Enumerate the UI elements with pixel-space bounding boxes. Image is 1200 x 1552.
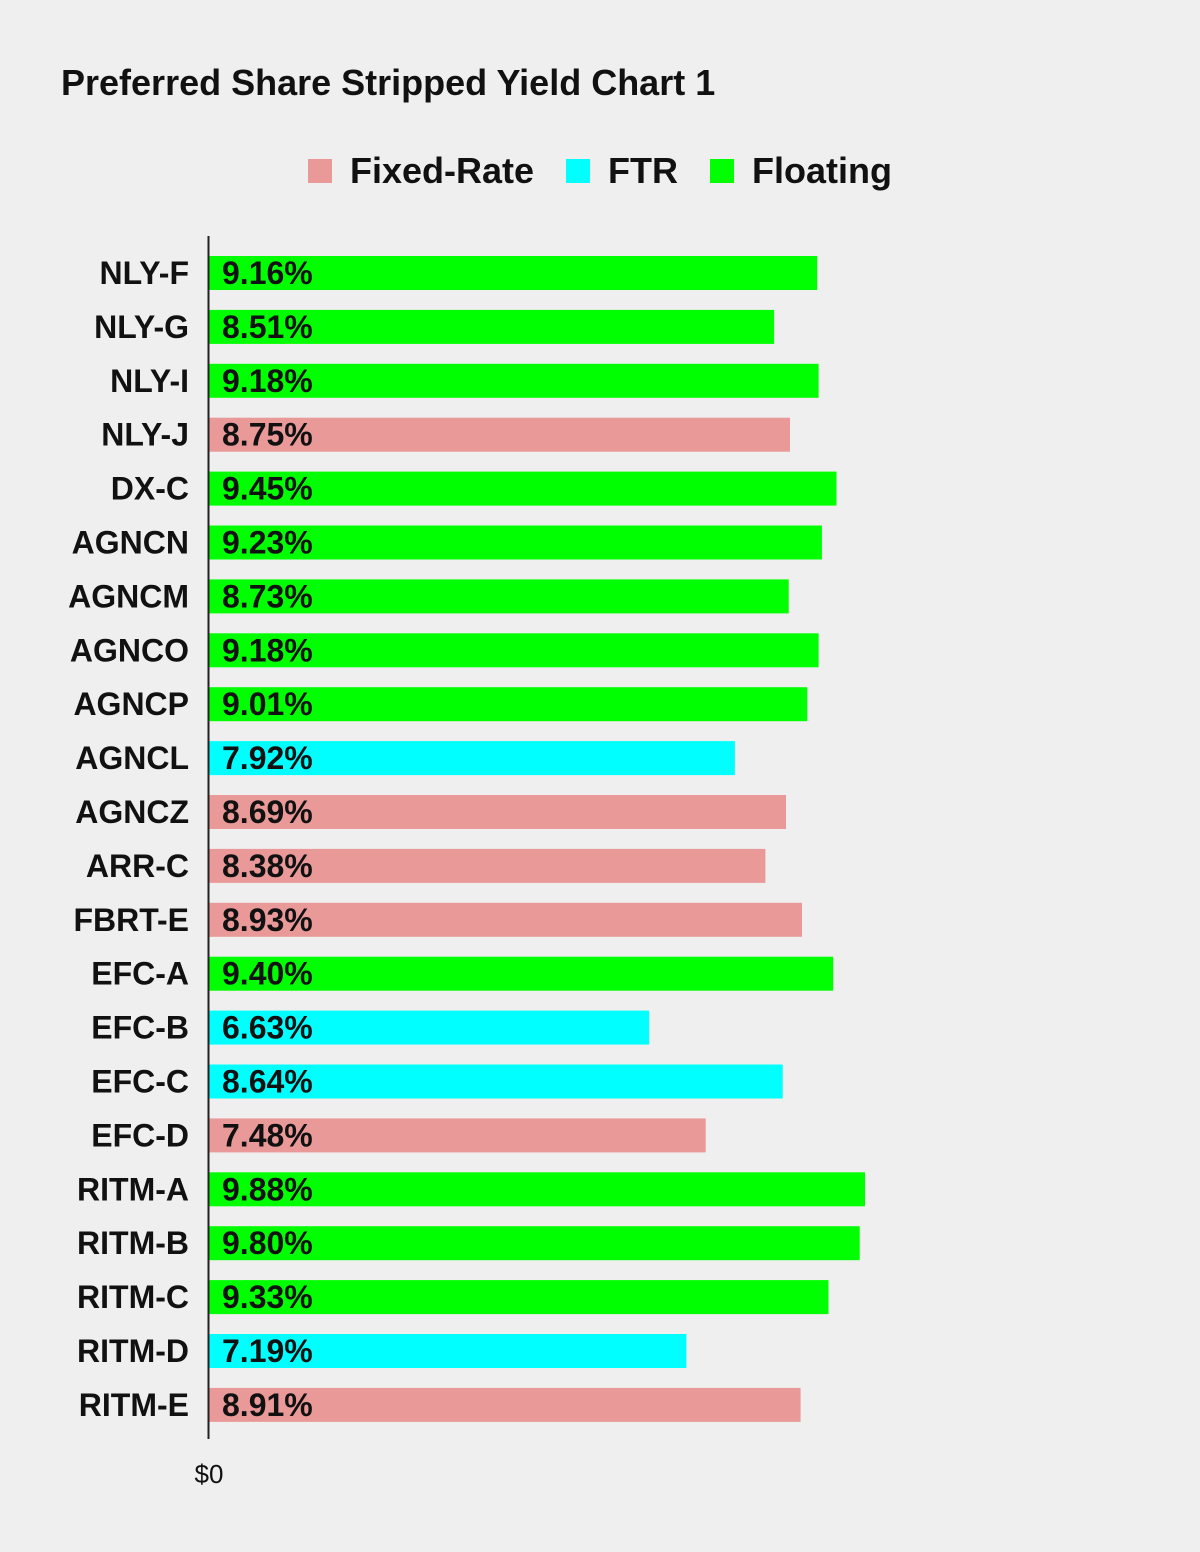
value-label-agnco: 9.18% [222,632,313,668]
category-label-arr-c: ARR-C [86,848,189,884]
value-label-ritm-c: 9.33% [222,1279,313,1315]
bar-agncm [209,579,789,614]
value-label-ritm-b: 9.80% [222,1225,313,1261]
value-label-efc-c: 8.64% [222,1064,313,1100]
value-label-efc-a: 9.40% [222,956,313,992]
legend-item-fixed-rate[interactable]: Fixed-Rate [307,150,535,192]
category-label-nly-i: NLY-I [110,363,189,399]
bar-efc-d [209,1118,706,1153]
value-label-ritm-e: 8.91% [222,1387,313,1423]
legend-swatch-ftr [566,159,591,183]
category-label-nly-j: NLY-J [101,417,189,453]
category-label-ritm-b: RITM-B [77,1225,189,1261]
bar-efc-a [209,956,834,991]
value-label-nly-g: 8.51% [222,309,313,345]
legend-item-floating[interactable]: Floating [710,150,892,192]
value-label-agncn: 9.23% [222,525,313,561]
bar-ritm-b [209,1226,860,1261]
bar-efc-c [209,1064,783,1099]
value-label-nly-f: 9.16% [222,255,313,291]
bar-agncp [209,687,808,722]
bar-ritm-c [209,1280,829,1315]
category-label-agncl: AGNCL [75,740,189,776]
category-label-agncp: AGNCP [73,686,189,722]
legend-swatch-fixed-rate [307,159,332,183]
legend-item-ftr[interactable]: FTR [566,150,678,192]
bar-nly-g [209,309,775,344]
category-label-efc-a: EFC-A [91,956,189,992]
category-label-ritm-c: RITM-C [77,1279,189,1315]
category-label-agnco: AGNCO [70,632,189,668]
category-label-ritm-e: RITM-E [79,1387,189,1423]
category-label-ritm-d: RITM-D [77,1333,189,1369]
value-label-agncl: 7.92% [222,740,313,776]
value-label-dx-c: 9.45% [222,471,313,507]
category-label-nly-f: NLY-F [100,255,190,291]
chart-legend: Fixed-Rate FTR Floating [0,150,1200,192]
category-label-fbrt-e: FBRT-E [73,902,189,938]
value-label-agncm: 8.73% [222,578,313,614]
bar-agncz [209,795,786,829]
legend-label-fixed-rate: Fixed-Rate [349,150,535,191]
bar-agnco [209,633,819,668]
legend-label-ftr: FTR [608,150,679,191]
category-label-ritm-a: RITM-A [77,1171,189,1207]
bar-fbrt-e [209,902,802,937]
value-label-ritm-a: 9.88% [222,1171,313,1207]
bar-nly-j [209,417,790,452]
category-label-efc-c: EFC-C [91,1064,189,1100]
legend-swatch-floating [710,159,735,183]
chart-title: Preferred Share Stripped Yield Chart 1 [61,62,716,103]
value-label-nly-i: 9.18% [222,363,313,399]
bar-nly-f [209,256,818,290]
category-label-agncm: AGNCM [68,578,189,614]
bar-ritm-d [209,1334,687,1368]
bar-dx-c [209,471,837,506]
category-label-nly-g: NLY-G [94,309,189,345]
bar-ritm-a [209,1172,865,1207]
x-tick-label: $0 [195,1459,224,1489]
value-label-arr-c: 8.38% [222,848,313,884]
bar-agncl [209,741,735,776]
value-label-efc-b: 6.63% [222,1010,313,1046]
category-label-efc-d: EFC-D [91,1117,189,1153]
legend-label-floating: Floating [752,150,892,191]
category-label-agncz: AGNCZ [75,794,189,830]
value-label-agncz: 8.69% [222,794,313,830]
value-label-efc-d: 7.48% [222,1117,313,1153]
value-label-fbrt-e: 8.93% [222,902,313,938]
category-label-agncn: AGNCN [72,525,189,561]
bar-agncn [209,525,822,560]
value-label-nly-j: 8.75% [222,417,313,453]
bar-ritm-e [209,1387,801,1422]
category-label-efc-b: EFC-B [91,1010,189,1046]
bar-nly-i [209,363,819,398]
bar-efc-b [209,1010,650,1045]
bar-arr-c [209,848,766,883]
value-label-ritm-d: 7.19% [222,1333,313,1369]
value-label-agncp: 9.01% [222,686,313,722]
category-label-dx-c: DX-C [111,471,189,507]
